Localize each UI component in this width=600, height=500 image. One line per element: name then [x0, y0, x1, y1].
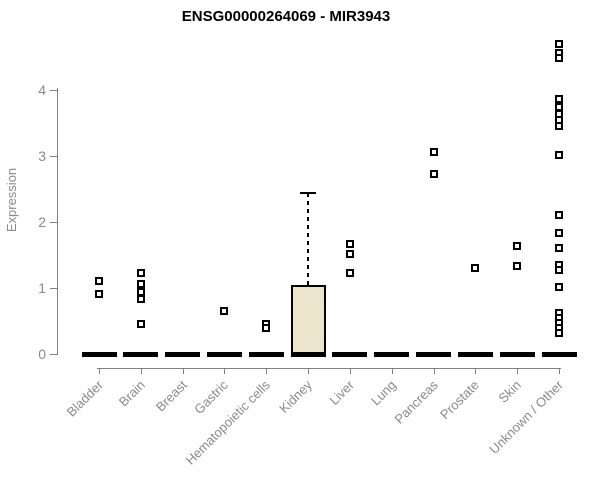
y-tick [50, 354, 57, 355]
outlier-point [513, 262, 522, 271]
outlier-point [555, 103, 564, 112]
x-axis-line [97, 368, 562, 369]
x-tick [266, 368, 268, 374]
box [290, 284, 326, 357]
outlier-point [555, 328, 564, 337]
zero-median-bar [457, 352, 493, 357]
outlier-point [262, 324, 271, 333]
y-tick [50, 156, 57, 157]
y-tick [50, 222, 57, 223]
zero-median-bar [81, 352, 117, 357]
outlier-point [555, 151, 564, 160]
y-tick [50, 288, 57, 289]
outlier-point [555, 282, 564, 291]
outlier-point [555, 210, 564, 219]
outlier-point [555, 266, 564, 275]
x-tick [140, 368, 142, 374]
zero-median-bar [206, 352, 242, 357]
zero-median-bar [541, 352, 577, 357]
y-tick-label: 0 [38, 346, 46, 362]
zero-median-bar [416, 352, 452, 357]
outlier-point [513, 241, 522, 250]
x-tick [559, 368, 561, 374]
y-tick-label: 1 [38, 280, 46, 296]
outlier-point [471, 263, 480, 272]
y-tick-label: 3 [38, 148, 46, 164]
zero-median-bar [290, 352, 326, 357]
outlier-point [345, 240, 354, 249]
zero-median-bar [374, 352, 410, 357]
x-tick [99, 368, 100, 374]
y-tick-label: 4 [38, 82, 46, 98]
outlier-point [555, 244, 564, 253]
outlier-point [429, 148, 438, 157]
outlier-point [345, 250, 354, 259]
whisker [307, 192, 310, 285]
x-tick [517, 368, 519, 374]
whisker-cap [300, 191, 317, 194]
outlier-point [220, 307, 229, 316]
zero-median-bar [332, 352, 368, 357]
x-tick [182, 368, 184, 374]
outlier-point [136, 319, 145, 328]
x-tick [475, 368, 477, 374]
y-tick [50, 90, 57, 91]
outlier-point [95, 276, 103, 285]
outlier-point [136, 294, 145, 303]
x-tick [349, 368, 351, 374]
outlier-point [429, 170, 438, 179]
y-axis-line [57, 88, 58, 355]
zero-median-bar [165, 352, 201, 357]
outlier-point [555, 229, 564, 238]
outlier-point [345, 269, 354, 278]
x-tick [391, 368, 393, 374]
outlier-point [555, 94, 564, 103]
zero-median-bar [248, 352, 284, 357]
zero-median-bar [499, 352, 535, 357]
outlier-point [555, 54, 564, 63]
chart-title: ENSG00000264069 - MIR3943 [181, 8, 391, 25]
outlier-point [555, 122, 564, 131]
outlier-point [136, 269, 145, 278]
y-tick-label: 2 [38, 214, 46, 230]
zero-median-bar [123, 352, 159, 357]
x-tick [433, 368, 435, 374]
outlier-point [136, 280, 145, 289]
outlier-point [95, 289, 103, 298]
outlier-point [555, 39, 564, 48]
x-tick [224, 368, 226, 374]
x-tick [308, 368, 310, 374]
